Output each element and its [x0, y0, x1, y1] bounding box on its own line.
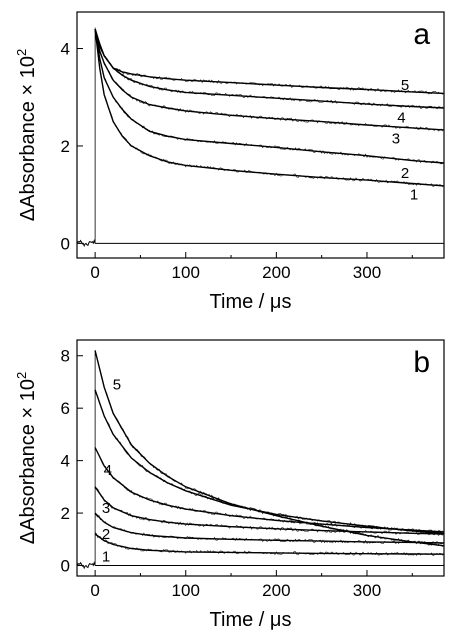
panel-a-y-axis-title: ΔAbsorbance × 102 [14, 49, 39, 221]
panel-a-curve-label-3: 3 [392, 131, 400, 148]
panel-a-axes-frame [76, 11, 445, 259]
panel-a-series-3-line [94, 28, 445, 131]
panel-a-curve-label-4: 4 [397, 110, 405, 127]
panel-b-curve-label-2: 2 [102, 526, 110, 543]
panel-b-curve-label-3: 3 [102, 500, 110, 517]
panel-a-pretrigger-trace [76, 239, 96, 248]
panel-b-y-axis-title: ΔAbsorbance × 102 [14, 372, 39, 544]
panel-a-x-axis-title: Time / μs [210, 291, 292, 313]
panel-a-x-tick-label: 300 [353, 263, 381, 282]
panel-a-x-tick-label: 200 [262, 263, 290, 282]
panel-a-y-tick-label: 4 [61, 40, 70, 59]
panel-b-x-tick-label: 100 [172, 581, 200, 600]
panel-a-curve-label-1: 1 [410, 187, 418, 204]
panel-b-y-tick-label: 4 [61, 452, 70, 471]
panel-b-y-tick-label: 6 [61, 399, 70, 418]
panel-b-series-1-line [94, 533, 445, 555]
panel-b-series-5-line [94, 350, 445, 547]
panel-b-series-5-trace [94, 350, 443, 548]
panel-b-series-2-line [94, 512, 445, 544]
panel-b-pretrigger-trace [76, 561, 96, 570]
panel-b-x-tick-label: 300 [353, 581, 381, 600]
panel-b-series-3-trace [94, 487, 443, 536]
panel-b-curve-label-4: 4 [104, 462, 112, 479]
panel-b-x-axis-title: Time / μs [210, 609, 292, 631]
panel-b-x-tick-label: 200 [262, 581, 290, 600]
panel-b-curve-label-5: 5 [113, 377, 121, 394]
panel-a-curve-label-2: 2 [401, 165, 409, 182]
panel-a-series-5-trace [94, 28, 443, 95]
panel-b-series-5b-trace [94, 389, 443, 536]
panel-a-panel-letter: a [413, 18, 430, 51]
panel-a-series-2-trace [94, 29, 443, 165]
panel-a-series-1-trace [94, 27, 443, 188]
panel-b-series-2-trace [94, 513, 443, 545]
panel-a-series-5-line [94, 28, 445, 95]
panel-b-series-1-trace [94, 532, 443, 557]
panel-b-series-3-line [94, 486, 445, 535]
panel-b-axes-frame [76, 339, 445, 577]
panel-b-curve-label-1: 1 [102, 548, 110, 565]
panel-a-x-tick-label: 0 [90, 263, 99, 282]
panel-b-panel-letter: b [413, 346, 430, 379]
panel-a-chart: 0 100 200 300 0 2 4 Time / μs ΔAbsorbance × 102 a… [14, 11, 445, 313]
panel-b-y-tick-label: 0 [61, 557, 70, 576]
panel-b-chart: 0 100 200 300 0 2 4 6 8 Time / μs ΔAbsorbance × 10… [14, 339, 445, 631]
panel-b-y-tick-label: 8 [61, 347, 70, 366]
panel-a-series-1-line [94, 28, 445, 187]
panel-a-curve-label-5: 5 [401, 77, 409, 94]
panel-a-x-tick-label: 100 [172, 263, 200, 282]
panel-a-y-tick-label: 2 [61, 137, 70, 156]
panel-a-series-3-trace [94, 29, 443, 132]
panel-b-x-tick-label: 0 [90, 581, 99, 600]
panel-b-y-tick-label: 2 [61, 504, 70, 523]
panel-a-y-tick-label: 0 [61, 234, 70, 253]
panel-b-series-4-trace [94, 448, 443, 534]
panel-a-series-4-trace [94, 30, 443, 110]
panel-a-series-4-line [94, 28, 445, 109]
